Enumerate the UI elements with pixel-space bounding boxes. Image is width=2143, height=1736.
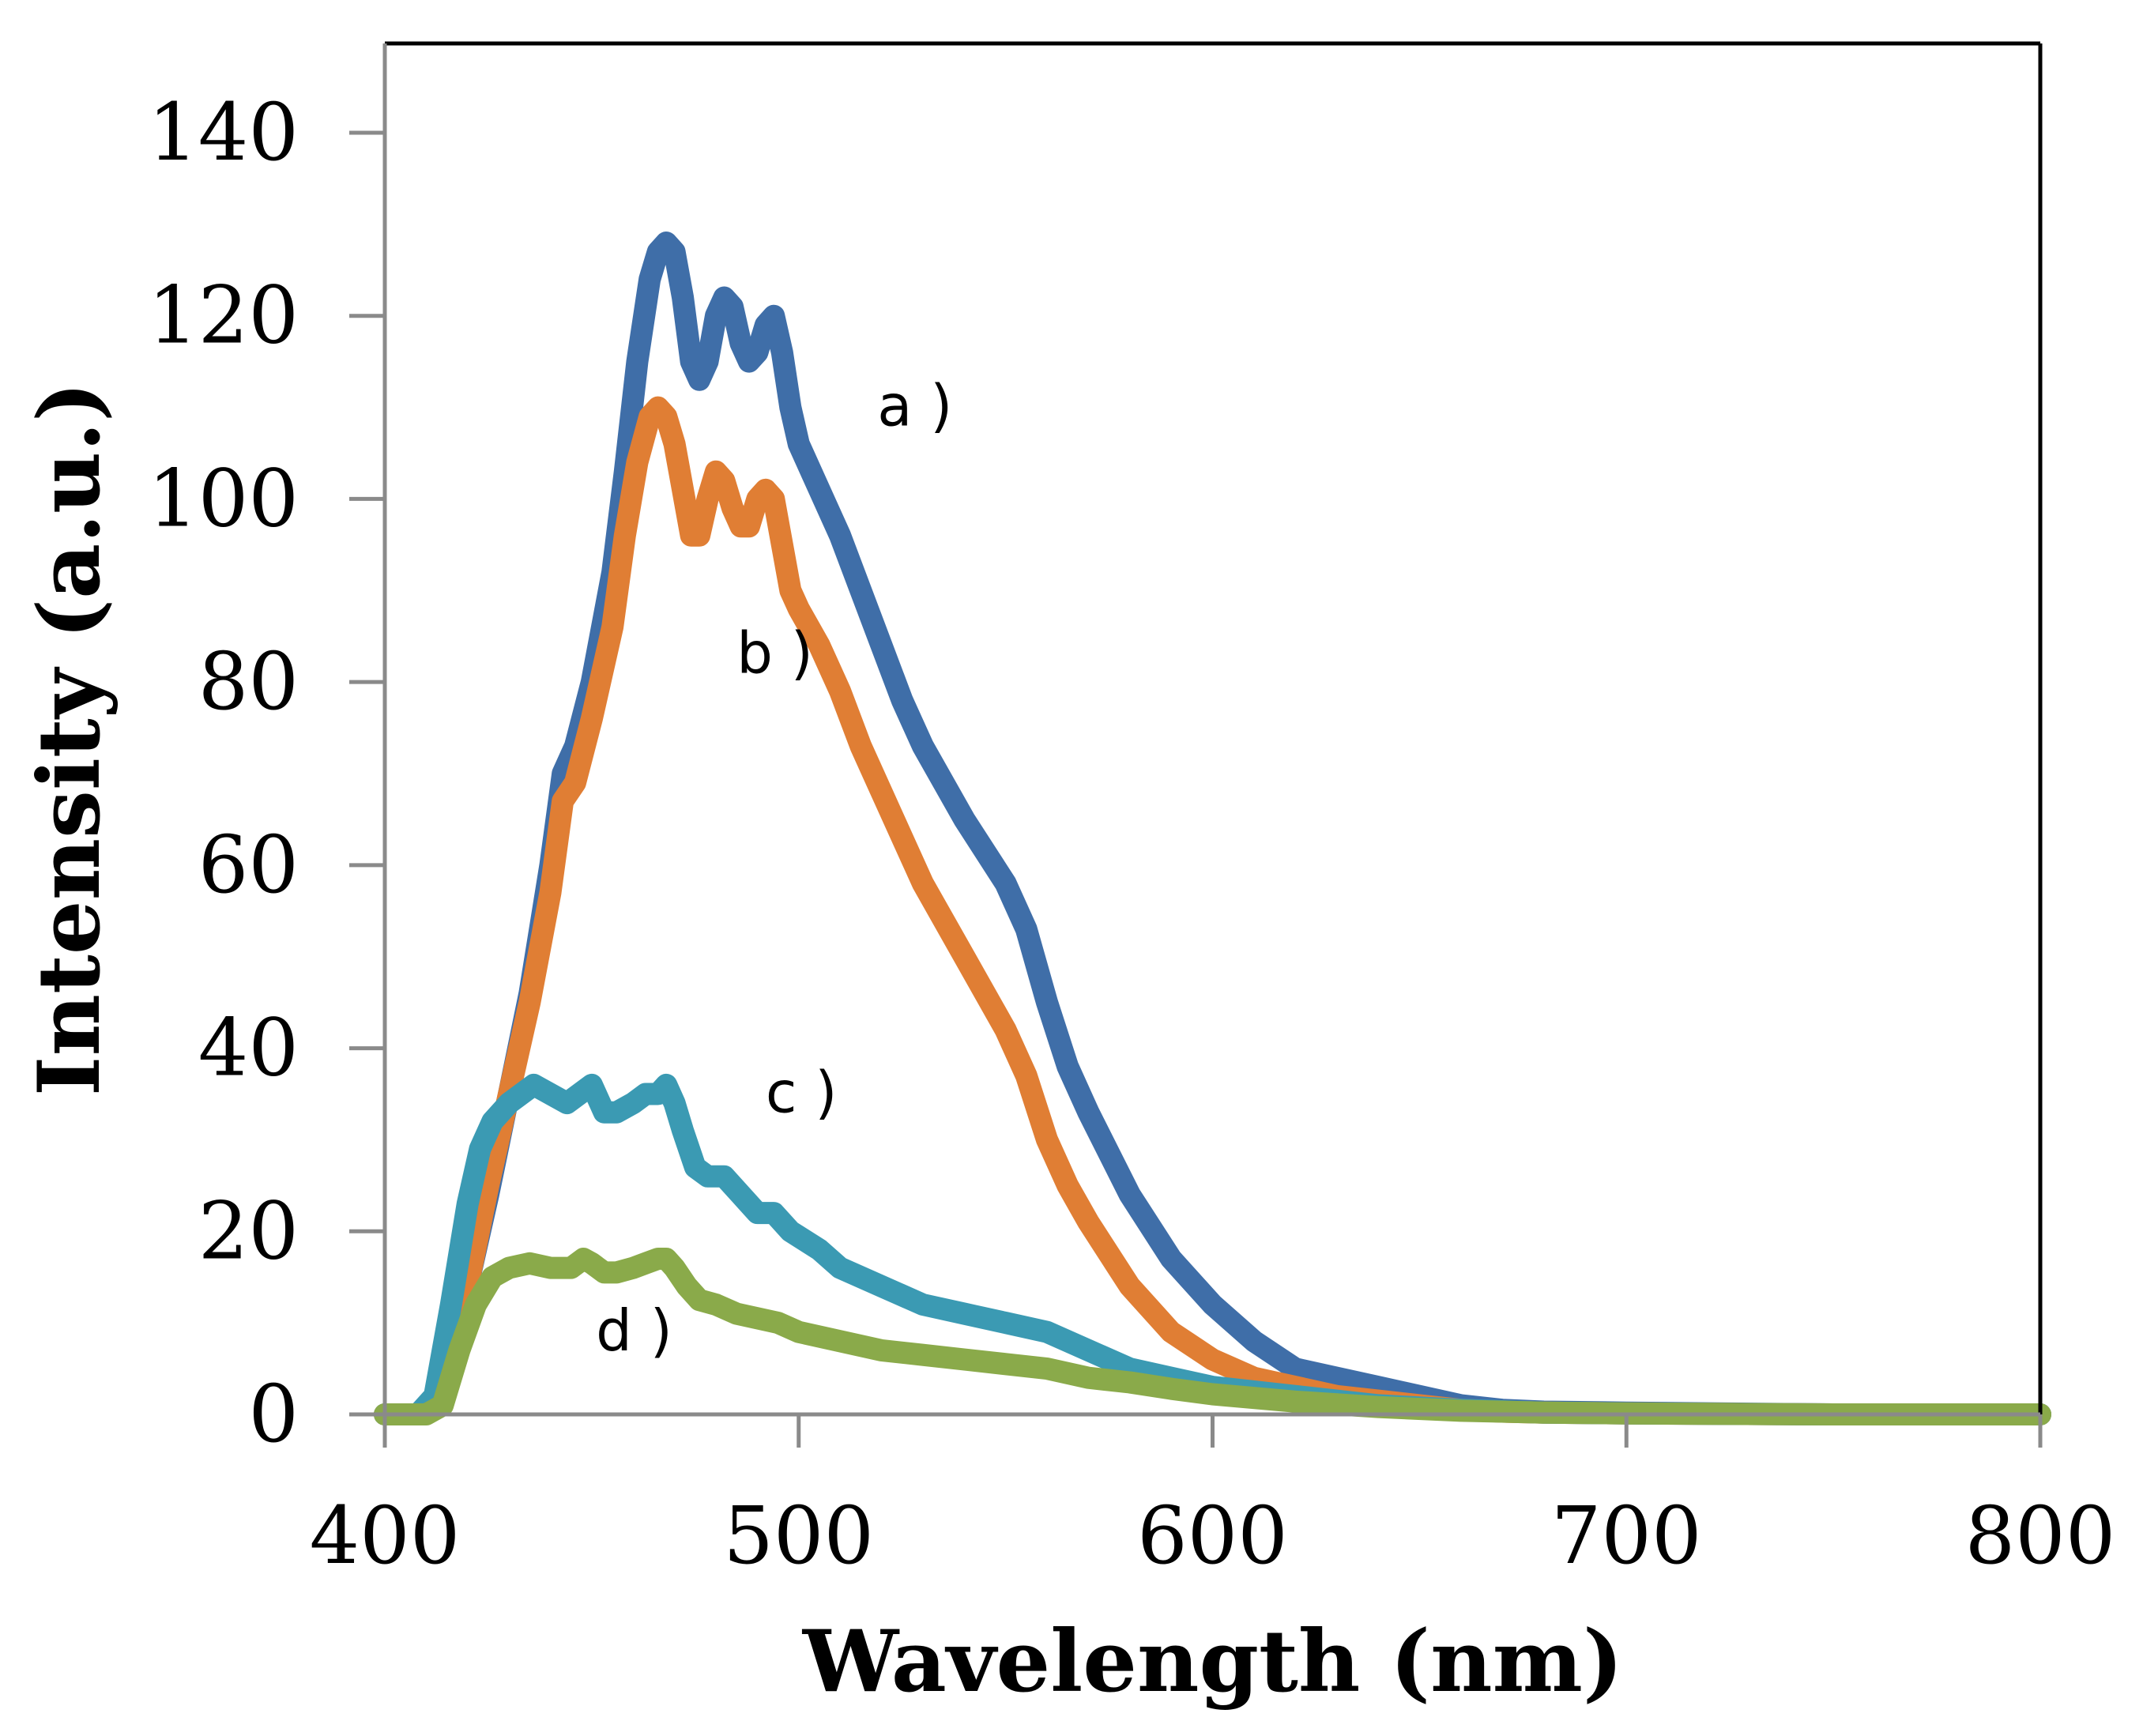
y-tick-label: 60 bbox=[198, 819, 299, 911]
x-tick-label: 600 bbox=[1137, 1489, 1288, 1582]
y-tick-label: 100 bbox=[148, 452, 299, 544]
y-axis-title: Intensity (a.u.) bbox=[20, 382, 119, 1096]
x-axis-title: Wavelength (nm) bbox=[802, 1612, 1623, 1712]
labels-layer: 0 20 40 60 80 100 120 140 400 500 600 700 800 a ) b ) c… bbox=[148, 86, 2115, 1582]
series-layer bbox=[374, 232, 2051, 1425]
series-line-b bbox=[374, 396, 2051, 1425]
series-label-a: a ) bbox=[877, 373, 952, 439]
y-tick-label: 120 bbox=[148, 269, 299, 362]
series-label-d: d ) bbox=[596, 1297, 672, 1364]
axes-layer bbox=[349, 41, 2043, 1448]
x-tick-label: 700 bbox=[1551, 1489, 1702, 1582]
y-tick-label: 0 bbox=[248, 1368, 299, 1460]
series-label-c: c ) bbox=[766, 1060, 838, 1126]
x-tick-label: 400 bbox=[310, 1489, 461, 1582]
series-label-b: b ) bbox=[736, 620, 813, 687]
x-tick-label: 500 bbox=[723, 1489, 874, 1582]
y-tick-label: 20 bbox=[198, 1184, 299, 1277]
y-tick-label: 140 bbox=[148, 86, 299, 179]
y-tick-label: 80 bbox=[198, 635, 299, 728]
x-tick-label: 800 bbox=[1965, 1489, 2116, 1582]
y-tick-label: 40 bbox=[198, 1002, 299, 1094]
series-line-d bbox=[374, 1248, 2051, 1425]
